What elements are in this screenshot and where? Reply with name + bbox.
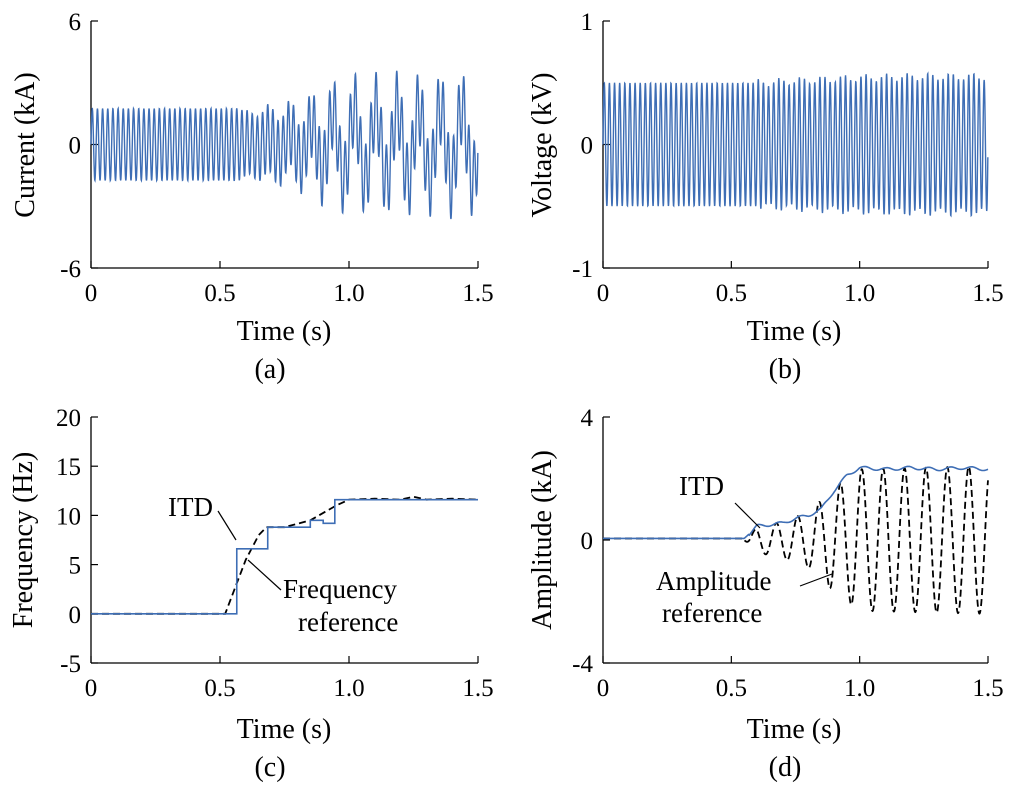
panel-a-x-tick-label: 0 [85, 280, 98, 307]
panel-a-current-line [90, 70, 479, 220]
panel-a-ylabel: Current (kA) [10, 72, 41, 217]
panel-d-itd-leader [734, 502, 761, 529]
panel-b: 0 0.5 1.0 1.510-1 Time (s) (b) Voltage (kV) [527, 9, 1004, 385]
panel-c-x-tick-label: 1.5 [462, 675, 493, 702]
panel-c-y-tick-label: 20 [56, 405, 81, 432]
panel-c-frequency-reference-line [91, 495, 479, 615]
panel-b-caption: (b) [769, 354, 802, 385]
panel-d-caption: (d) [769, 752, 802, 783]
panel-d-ylabel: Amplitude (kA) [527, 450, 558, 630]
panel-d-y-tick-label: 4 [581, 405, 594, 432]
panel-d-x-tick-label: 0 [597, 675, 610, 702]
panel-b-x-tick-label: 0 [597, 280, 610, 307]
panel-b-y-tick-label: 1 [581, 9, 594, 36]
panel-b-ylabel: Voltage (kV) [527, 73, 558, 218]
panel-d-y-tick-label: -4 [572, 651, 593, 678]
panel-d: 0 0.5 1.0 1.540-4 Time (s) (d) Amplitude (k… [527, 405, 1004, 783]
panel-c-x-tick-label: 1.0 [333, 675, 364, 702]
panel-c-ylabel: Frequency (Hz) [8, 452, 39, 628]
panel-a-x-tick-label: 0.5 [204, 280, 235, 307]
panel-d-ref-label-line1: Amplitude [656, 566, 772, 596]
panel-c-itd-line [91, 498, 478, 615]
panel-b-x-tick-label: 1.0 [844, 280, 875, 307]
panel-a-y-tick-label: -6 [60, 256, 81, 283]
panel-c-itd-label: ITD [168, 492, 213, 522]
panel-a-x-tick-label: 1.5 [462, 280, 493, 307]
panel-d-ref-leader [799, 573, 833, 587]
panel-b-xlabel: Time (s) [747, 316, 842, 347]
panel-d-itd-line [603, 465, 989, 540]
panel-d-ref-label-line2: reference [662, 598, 762, 628]
panel-c-y-tick-label: 0 [69, 602, 82, 629]
panel-c-itd-leader [217, 510, 237, 541]
panel-c-ref-leader [247, 559, 282, 591]
panel-c-y-tick-label: 10 [56, 503, 81, 530]
panel-d-y-tick-label: 0 [581, 528, 594, 555]
panel-a-y-tick-label: 0 [69, 133, 82, 160]
panel-b-x-tick-label: 0.5 [716, 280, 747, 307]
panel-c-ref-label-line1: Frequency [283, 574, 397, 604]
panel-d-plot-area: 0 0.5 1.0 1.540-4 [572, 405, 1003, 702]
panel-c-x-tick-label: 0 [85, 675, 98, 702]
panel-b-x-tick-label: 1.5 [972, 280, 1003, 307]
panel-c-x-tick-label: 0.5 [204, 675, 235, 702]
panel-b-voltage-line [602, 71, 989, 218]
panel-b-y-tick-label: 0 [581, 133, 594, 160]
panel-b-plot-area: 0 0.5 1.0 1.510-1 [572, 9, 1003, 307]
panel-c-y-tick-label: -5 [60, 651, 81, 678]
panel-c-caption: (c) [254, 752, 285, 783]
panel-d-x-tick-label: 1.0 [844, 675, 875, 702]
panel-d-xlabel: Time (s) [747, 714, 842, 745]
panel-d-amplitude-reference-line [603, 465, 989, 615]
panel-c-y-tick-label: 5 [69, 553, 82, 580]
panel-a-x-tick-label: 1.0 [333, 280, 364, 307]
panel-c-y-tick-label: 15 [56, 454, 81, 481]
panel-d-x-tick-label: 0.5 [716, 675, 747, 702]
panel-a-xlabel: Time (s) [237, 316, 332, 347]
panel-a: 0 0.5 1.0 1.560-6 Time (s) (a) Current (kA) [10, 9, 494, 385]
panel-b-y-tick-label: -1 [572, 256, 593, 283]
panel-d-x-tick-label: 1.5 [972, 675, 1003, 702]
panel-a-caption: (a) [254, 354, 285, 385]
panel-c-ref-label-line2: reference [298, 607, 398, 637]
panel-a-plot-area: 0 0.5 1.0 1.560-6 [60, 9, 493, 307]
panel-c-xlabel: Time (s) [237, 714, 332, 745]
panel-d-itd-label: ITD [679, 471, 724, 501]
panel-a-y-tick-label: 6 [69, 9, 82, 36]
